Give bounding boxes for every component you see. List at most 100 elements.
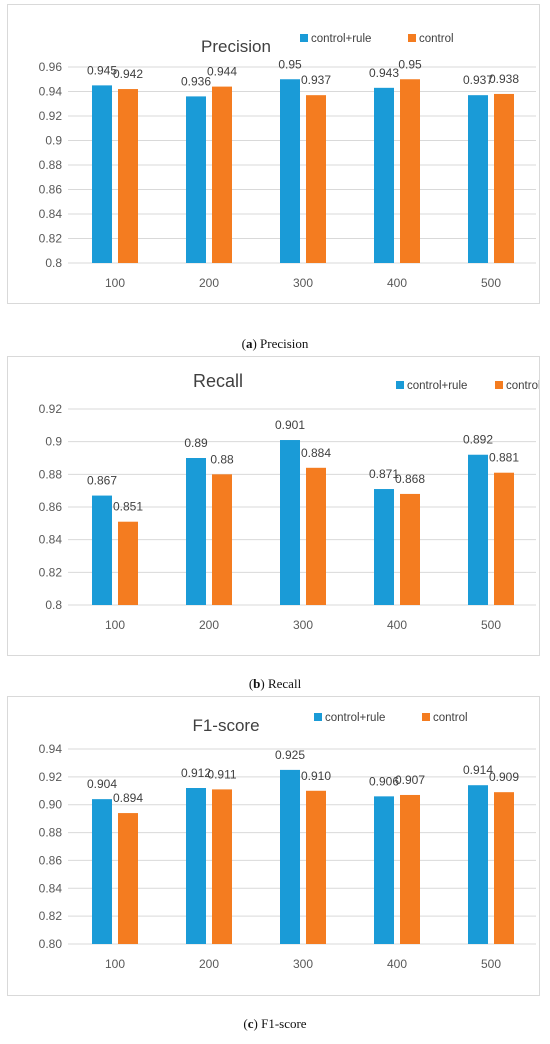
bar-control [306,467,326,605]
y-tick-label: 0.8 [45,598,62,612]
caption-c: (c) F1-score [243,1016,307,1031]
y-tick-label: 0.88 [39,467,63,481]
bar-control [494,792,514,944]
bar-control-rule [280,440,300,605]
bar-control [306,95,326,263]
data-label: 0.95 [398,57,422,71]
bar-control [494,93,514,263]
y-tick-label: 0.88 [39,158,63,172]
x-tick-label: 100 [105,618,125,632]
y-tick-label: 0.80 [39,937,63,951]
bar-control [306,790,326,944]
y-tick-label: 0.8 [45,256,62,270]
bar-control [400,794,420,944]
legend-label-control-rule: control+rule [325,712,385,724]
y-tick-label: 0.82 [39,909,63,923]
bar-control-rule [186,458,206,605]
legend-swatch-control-rule [314,713,322,721]
data-label: 0.909 [489,770,519,784]
y-tick-label: 0.92 [39,402,63,416]
x-tick-label: 300 [293,276,313,290]
bar-control [212,474,232,605]
legend-label-control: control [506,380,539,392]
bar-control [212,86,232,263]
bar-control-rule [468,454,488,605]
y-tick-label: 0.82 [39,565,63,579]
x-tick-label: 400 [387,618,407,632]
legend-swatch-control [422,713,430,721]
data-label: 0.906 [369,774,399,788]
y-tick-label: 0.84 [39,533,63,547]
data-label: 0.945 [87,63,117,77]
y-tick-label: 0.9 [45,435,62,449]
data-label: 0.884 [301,446,331,460]
bar-control-rule [186,788,206,944]
bar-control [400,79,420,263]
data-label: 0.88 [210,452,234,466]
data-label: 0.944 [207,65,237,79]
bar-control [494,472,514,605]
bar-control [118,521,138,605]
legend-swatch-control [408,34,416,42]
recall-chart: Recall control+rule control 0.8 0.82 0.84 0.86… [39,371,539,632]
y-tick-label: 0.92 [39,770,63,784]
bar-control [118,89,138,263]
data-label: 0.901 [275,418,305,432]
x-tick-label: 500 [481,957,501,971]
x-tick-label: 400 [387,276,407,290]
bar-control-rule [374,796,394,944]
bar-control-rule [468,785,488,944]
caption-b: (b) Recall [248,676,302,691]
data-label: 0.942 [113,67,143,81]
bar-control [212,789,232,944]
y-tick-label: 0.84 [39,881,63,895]
legend-swatch-control [495,381,503,389]
chart-title: Precision [201,37,271,56]
y-tick-label: 0.84 [39,207,63,221]
legend-label-control-rule: control+rule [407,380,467,392]
chart-title: F1-score [192,716,259,735]
data-label: 0.943 [369,66,399,80]
x-tick-label: 500 [481,618,501,632]
y-tick-label: 0.86 [39,853,63,867]
data-label: 0.868 [395,472,425,486]
data-label: 0.911 [207,767,236,781]
data-label: 0.95 [278,57,302,71]
y-tick-label: 0.86 [39,183,63,197]
data-label: 0.894 [113,791,143,805]
data-label: 0.912 [181,766,211,780]
y-tick-label: 0.90 [39,798,63,812]
x-tick-label: 100 [105,957,125,971]
data-label: 0.910 [301,769,331,783]
data-label: 0.89 [184,436,208,450]
data-label: 0.937 [463,73,493,87]
data-label: 0.871 [369,467,399,481]
data-label: 0.904 [87,777,117,791]
data-label: 0.851 [113,500,143,514]
chart-title: Recall [193,371,243,391]
data-label: 0.936 [181,74,211,88]
legend-label-control: control [433,712,468,724]
x-tick-label: 100 [105,276,125,290]
bar-control-rule [374,87,394,263]
x-tick-label: 200 [199,618,219,632]
x-tick-label: 200 [199,957,219,971]
data-label: 0.914 [463,763,493,777]
y-tick-label: 0.94 [39,85,63,99]
data-label: 0.925 [275,748,305,762]
bar-control-rule [92,495,112,605]
y-tick-label: 0.96 [39,60,63,74]
bar-control [400,493,420,605]
data-label: 0.867 [87,474,117,488]
y-tick-label: 0.9 [45,134,62,148]
y-tick-label: 0.92 [39,109,63,123]
bar-control-rule [186,96,206,264]
legend-label-control-rule: control+rule [311,33,371,45]
data-label: 0.938 [489,72,519,86]
legend-swatch-control-rule [396,381,404,389]
x-tick-label: 200 [199,276,219,290]
y-tick-label: 0.82 [39,232,63,246]
f1-score-chart-panel: F1-score control+rule control 0.80 0.82 0.84 0… [7,696,540,996]
y-tick-label: 0.86 [39,500,63,514]
f1-score-chart: F1-score control+rule control 0.80 0.82 0.84 0… [39,712,536,971]
